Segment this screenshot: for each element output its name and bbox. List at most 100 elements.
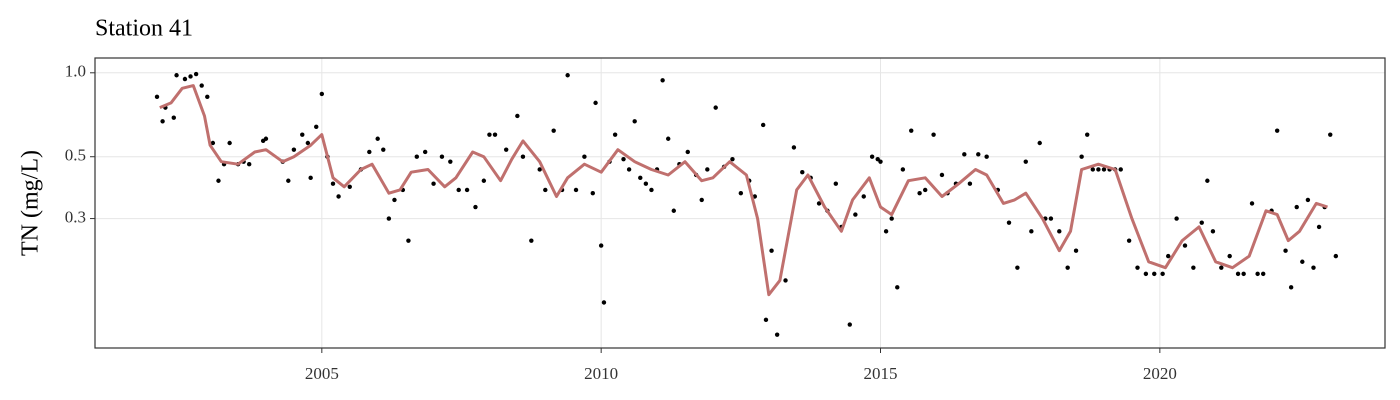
data-point	[464, 187, 470, 193]
data-point	[769, 248, 774, 253]
data-point	[174, 73, 179, 78]
data-point	[1006, 220, 1012, 225]
data-point	[1126, 238, 1132, 243]
data-point	[1174, 216, 1179, 221]
y-tick-label: 0.5	[65, 146, 86, 165]
data-point	[1283, 248, 1288, 253]
data-point	[883, 229, 889, 234]
data-point	[448, 159, 453, 164]
data-point	[286, 178, 291, 183]
data-point	[638, 175, 643, 181]
data-point	[1182, 243, 1188, 248]
data-point	[1023, 159, 1028, 164]
data-point	[1288, 285, 1294, 290]
y-tick-label: 1.0	[65, 62, 86, 81]
data-point	[300, 132, 305, 137]
data-point	[1241, 271, 1246, 277]
data-point	[319, 91, 325, 97]
data-point	[1135, 265, 1140, 270]
data-point	[1090, 167, 1096, 172]
data-point	[909, 128, 914, 133]
data-point	[900, 167, 906, 172]
data-point	[291, 147, 297, 152]
chart-title: Station 41	[95, 16, 193, 42]
data-point	[1255, 271, 1260, 277]
data-point	[1300, 259, 1305, 264]
data-point	[1143, 271, 1149, 277]
data-point	[367, 149, 372, 155]
data-point	[833, 181, 839, 186]
data-point	[791, 145, 797, 150]
data-point	[487, 132, 492, 137]
x-tick-label: 2010	[584, 364, 618, 383]
data-point	[612, 132, 618, 137]
data-point	[565, 73, 570, 78]
data-point	[1037, 140, 1042, 146]
data-point	[632, 119, 637, 124]
data-point	[649, 187, 654, 193]
data-point	[1249, 201, 1255, 206]
data-point	[939, 172, 945, 178]
data-point	[895, 285, 900, 290]
y-axis-label: TN (mg/L)	[18, 150, 44, 256]
data-point	[439, 154, 445, 159]
data-point	[216, 178, 221, 183]
data-point	[210, 140, 216, 146]
data-point	[1015, 265, 1020, 270]
data-point	[336, 194, 341, 199]
data-point	[671, 208, 676, 213]
data-point	[976, 152, 981, 157]
data-point	[582, 154, 587, 159]
data-point	[199, 83, 204, 88]
data-point	[660, 78, 665, 83]
data-point	[473, 204, 478, 210]
data-point	[386, 216, 392, 221]
data-point	[1065, 265, 1070, 270]
data-point	[1261, 271, 1266, 277]
data-point	[381, 147, 386, 152]
data-point	[800, 169, 805, 175]
data-point	[783, 278, 788, 283]
data-point	[520, 154, 526, 159]
data-point	[1274, 128, 1280, 133]
data-point	[543, 187, 548, 193]
data-point	[666, 136, 671, 141]
data-point	[1205, 178, 1210, 183]
data-point	[1311, 265, 1316, 270]
data-point	[422, 149, 428, 155]
data-point	[923, 187, 928, 193]
data-point	[1305, 197, 1311, 203]
data-point	[305, 140, 311, 146]
data-point	[182, 76, 188, 82]
data-point	[492, 132, 498, 137]
data-point	[593, 100, 598, 106]
y-tick-label: 0.3	[65, 207, 86, 226]
data-point	[763, 317, 769, 323]
data-point	[816, 201, 822, 206]
data-point	[330, 181, 336, 186]
data-point	[515, 113, 520, 119]
data-point	[730, 156, 735, 162]
data-point	[1079, 154, 1084, 159]
data-point	[962, 152, 967, 157]
data-point	[1199, 220, 1204, 225]
data-point	[853, 212, 858, 217]
data-point	[1235, 271, 1241, 277]
data-point	[847, 322, 852, 327]
data-point	[685, 149, 690, 155]
data-point	[1294, 204, 1299, 210]
data-point	[705, 167, 710, 172]
data-point	[375, 136, 380, 141]
data-point	[308, 175, 313, 181]
smooth-line	[159, 84, 1328, 297]
data-point	[314, 124, 319, 130]
data-point	[188, 74, 193, 79]
data-point	[414, 154, 420, 159]
x-tick-label: 2020	[1143, 364, 1177, 383]
data-point	[1048, 216, 1054, 221]
data-point	[643, 181, 649, 186]
data-point	[869, 154, 875, 159]
data-point	[551, 128, 556, 133]
data-point	[227, 140, 232, 146]
